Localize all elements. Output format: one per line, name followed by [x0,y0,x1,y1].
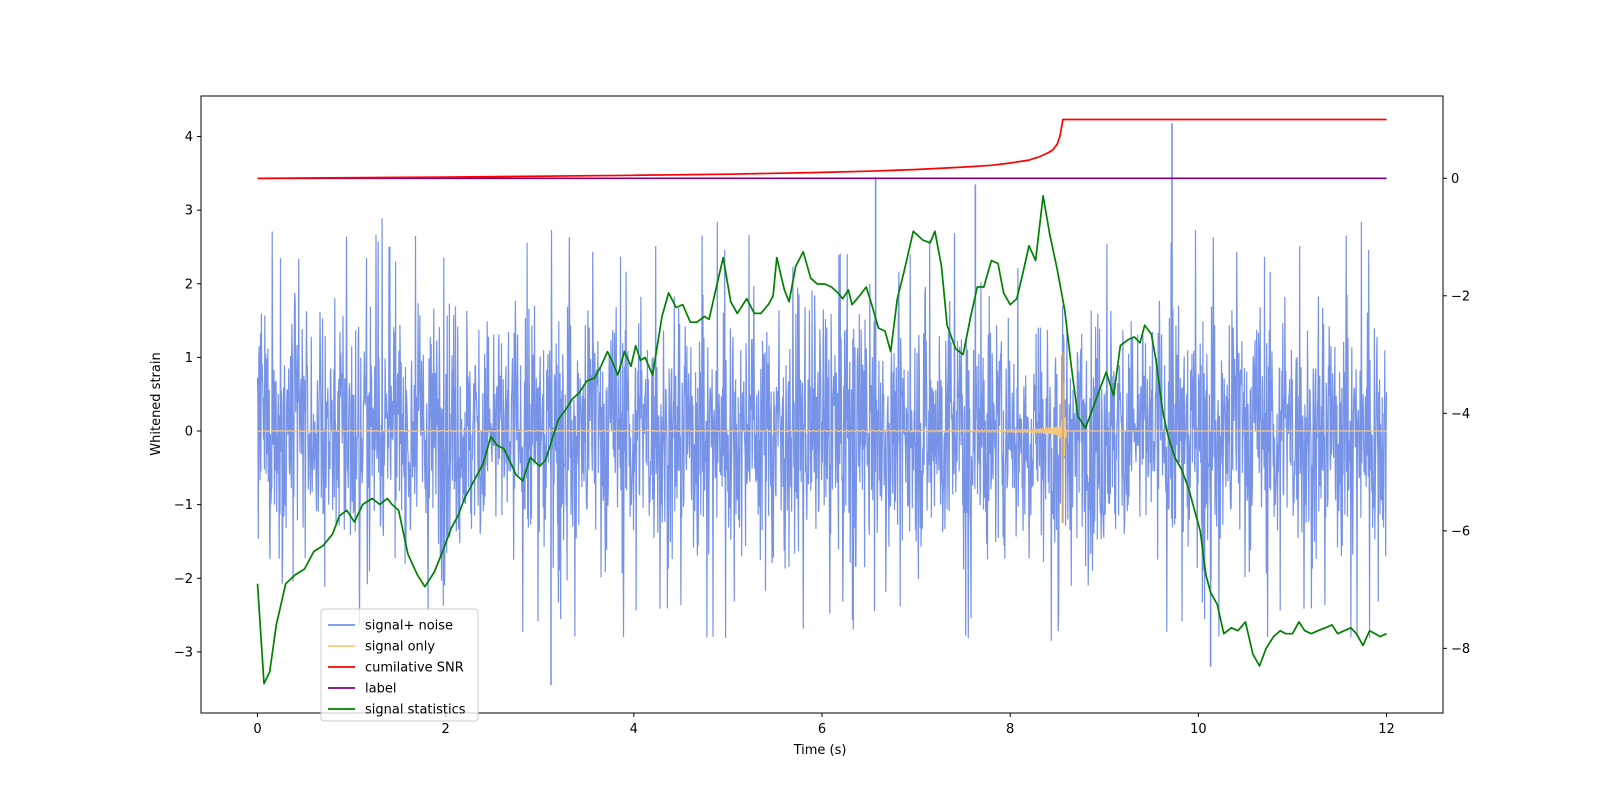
y-left-tick-label: −2 [174,572,193,587]
x-tick-label: 10 [1190,722,1207,737]
y-left-tick-label: 3 [185,204,193,219]
legend-label: signal+ noise [365,619,453,634]
series-signal-only [257,351,1387,524]
series-signal-statistics [256,195,1387,685]
y-axis-label: Whitened strain [149,352,164,455]
legend-label: signal only [365,640,435,655]
series-cumilative-snr [257,118,1387,180]
x-tick-label: 0 [253,722,261,737]
y-left-tick-label: 0 [185,425,193,440]
x-axis-label: Time (s) [793,743,847,758]
legend-label: cumilative SNR [365,661,464,676]
x-tick-label: 6 [818,722,826,737]
x-tick-label: 12 [1378,722,1395,737]
y-left-tick-label: 4 [185,130,193,145]
stat-line [256,195,1387,685]
y-left-tick-label: 1 [185,351,193,366]
y-left-tick-label: −3 [174,645,193,660]
y-left-tick-label: 2 [185,277,193,292]
legend-box [320,608,479,722]
x-tick-label: 8 [1006,722,1014,737]
legend-label: signal statistics [365,703,466,718]
legend-label: label [365,682,396,697]
x-tick-label: 2 [441,722,449,737]
y-axis-left: −3 −2 −1 0 1 2 3 4 [174,130,201,660]
signal-only-line [257,351,1387,524]
plot-area [256,118,1388,686]
snr-line [257,118,1387,180]
x-tick-label: 4 [630,722,638,737]
y-right-tick-label: −6 [1451,524,1470,539]
y-right-tick-label: −8 [1451,642,1470,657]
y-right-tick-label: −4 [1451,407,1470,422]
y-axis-right: −8 −6 −4 −2 0 [1443,172,1470,657]
x-axis: 0 2 4 6 8 10 12 [253,713,1395,737]
y-right-tick-label: −2 [1451,289,1470,304]
y-left-tick-label: −1 [174,498,193,513]
legend: signal+ noise signal only cumilative SNR la… [320,608,479,722]
y-right-tick-label: 0 [1451,172,1459,187]
